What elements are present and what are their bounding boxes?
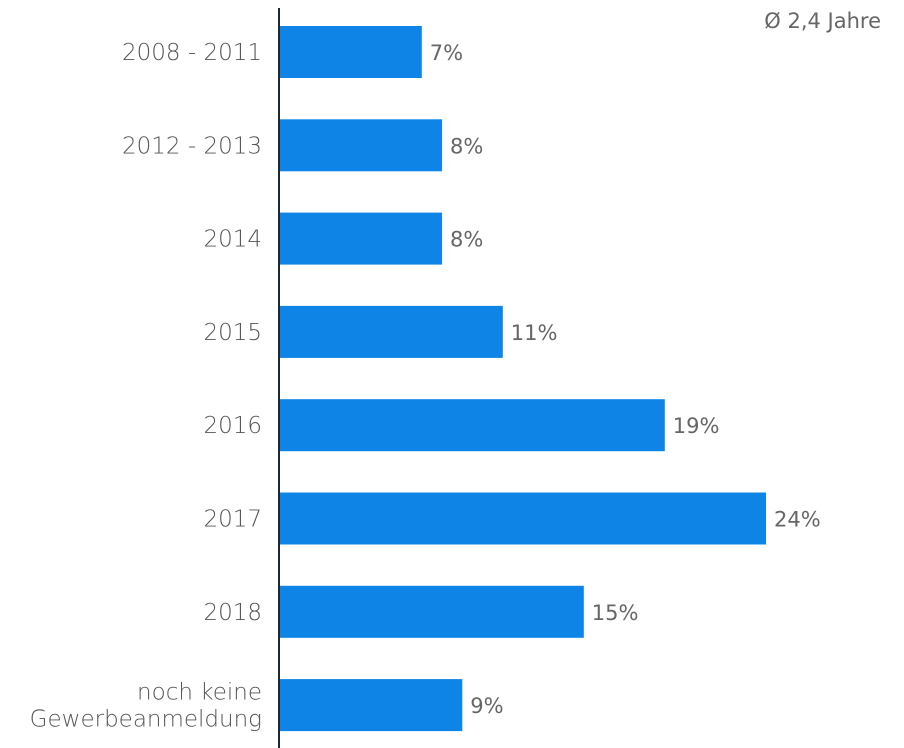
category-label-line: 2017 [203,507,262,533]
value-label-5: 24% [774,508,821,532]
bar-4 [280,399,665,452]
bar-1 [280,119,442,172]
category-label-line: noch keine [137,680,262,706]
category-labels-group: 2008 - 2011 2012 - 2013 2014 2015 2016 2017 20… [30,40,262,733]
category-label-line: 2015 [203,320,262,346]
bar-0 [280,26,422,78]
bars-group [280,26,766,732]
value-label-4: 19% [673,414,720,438]
value-label-3: 11% [511,321,558,345]
value-label-0: 7% [430,41,463,65]
bar-6 [280,585,584,638]
bar-5 [280,492,766,545]
category-label-1: 2012 - 2013 [122,133,262,159]
category-label-line: 2014 [203,227,262,253]
value-label-2: 8% [450,228,483,252]
category-label-6: 2018 [203,600,262,626]
category-label-4: 2016 [203,413,262,439]
category-label-0: 2008 - 2011 [122,40,262,66]
value-label-6: 15% [592,601,639,625]
average-annotation: Ø 2,4 Jahre [764,9,881,33]
bar-3 [280,305,503,358]
category-label-line: 2016 [203,413,262,439]
value-label-1: 8% [450,134,483,158]
bar-2 [280,212,442,265]
bar-7 [280,679,463,732]
category-label-7: noch keine Gewerbeanmeldung [30,680,262,733]
category-label-line: Gewerbeanmeldung [30,707,262,733]
category-label-3: 2015 [203,320,262,346]
category-label-5: 2017 [203,507,262,533]
value-label-7: 9% [470,694,503,718]
category-label-line: 2012 - 2013 [122,133,262,159]
category-label-2: 2014 [203,227,262,253]
category-label-line: 2008 - 2011 [122,40,262,66]
value-labels-group: 7% 8% 8% 11% 19% 24% 15% 9% [430,41,821,718]
category-label-line: 2018 [203,600,262,626]
